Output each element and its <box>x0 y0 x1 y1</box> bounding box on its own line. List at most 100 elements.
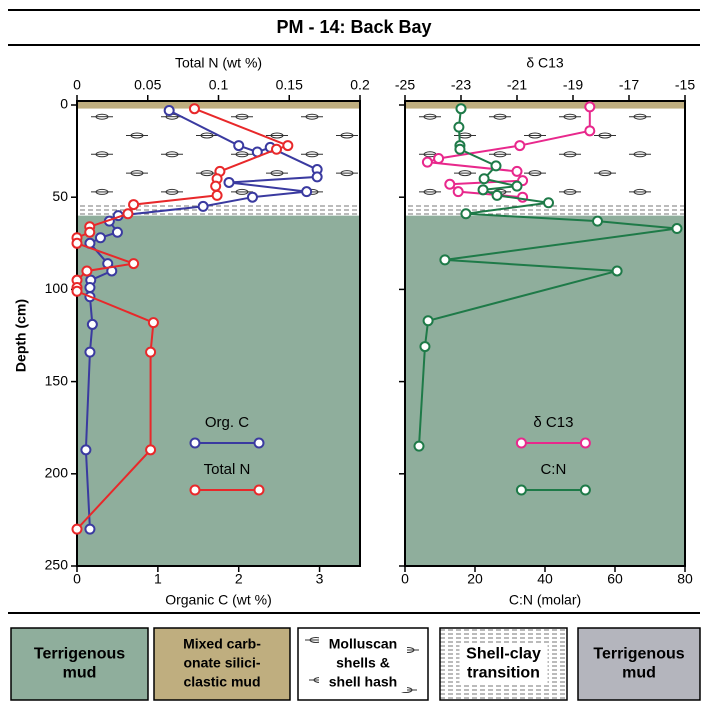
x-tick-label: 40 <box>537 571 553 587</box>
data-point <box>86 318 98 330</box>
data-point <box>210 180 222 192</box>
x-tick-label: 1 <box>154 571 162 587</box>
x-tick-label: 0 <box>401 571 409 587</box>
lithology-label: mud <box>63 665 97 682</box>
data-point <box>491 189 503 201</box>
zone <box>77 101 360 109</box>
data-point <box>71 237 83 249</box>
data-point <box>301 186 313 198</box>
y-tick-label: 200 <box>45 465 69 481</box>
legend-marker <box>189 437 201 449</box>
y-tick-label: 50 <box>52 188 68 204</box>
lithology-label: shells & <box>336 655 390 671</box>
legend-marker <box>579 484 591 496</box>
data-point <box>163 105 175 117</box>
data-point <box>584 125 596 137</box>
data-point <box>478 173 490 185</box>
x-tick-label: 2 <box>235 571 243 587</box>
x2-tick-label: -21 <box>507 77 527 93</box>
data-point <box>433 152 445 164</box>
data-point <box>128 258 140 270</box>
x-tick-label: 20 <box>467 571 483 587</box>
zone <box>405 101 685 109</box>
data-point <box>611 265 623 277</box>
data-point <box>584 101 596 113</box>
label-backing <box>319 674 407 692</box>
x-tick-label: 0 <box>73 571 81 587</box>
data-point <box>511 180 523 192</box>
lithology-label: transition <box>467 665 540 682</box>
x-axis-label: Organic C (wt %) <box>165 592 272 608</box>
label-backing <box>459 664 548 683</box>
zone <box>77 215 360 566</box>
data-point <box>84 282 96 294</box>
data-point <box>444 178 456 190</box>
data-point <box>477 184 489 196</box>
data-point <box>271 143 283 155</box>
x2-tick-label: -23 <box>451 77 471 93</box>
data-point <box>543 197 554 209</box>
data-point <box>439 254 451 266</box>
legend-label: Total N <box>204 461 251 478</box>
x2-tick-label: 0 <box>73 77 81 93</box>
chart-title: PM - 14: Back Bay <box>276 17 431 37</box>
data-point <box>455 103 467 115</box>
data-point <box>233 140 245 152</box>
y-tick-label: 0 <box>60 96 68 112</box>
legend-marker <box>253 437 265 449</box>
legend-marker <box>579 437 591 449</box>
data-point <box>413 440 425 452</box>
x-tick-label: 3 <box>316 571 324 587</box>
data-point <box>514 140 526 152</box>
x2-tick-label: -17 <box>619 77 639 93</box>
lithology-label: Terrigenous <box>593 646 684 663</box>
lithology-label: shell hash <box>329 674 397 690</box>
data-point <box>147 317 159 329</box>
lithology-label: mud <box>622 665 656 682</box>
data-point <box>122 208 134 220</box>
lithology-label: Molluscan <box>329 636 397 652</box>
data-point <box>211 189 223 201</box>
x2-tick-label: 0.1 <box>209 77 229 93</box>
data-point <box>592 215 603 227</box>
data-point <box>94 232 106 244</box>
data-point <box>282 140 294 152</box>
data-point <box>111 226 123 238</box>
legend-label: C:N <box>540 461 566 478</box>
data-point <box>421 156 433 168</box>
data-point <box>84 523 96 535</box>
data-point <box>452 186 464 198</box>
data-point <box>197 200 209 212</box>
data-point <box>81 265 93 277</box>
y-tick-label: 250 <box>45 557 69 573</box>
x-axis-label: C:N (molar) <box>509 592 581 608</box>
legend-label: δ C13 <box>533 414 573 431</box>
lithology-label: Mixed carb- <box>183 636 261 652</box>
lithology-label: onate silici- <box>183 655 260 671</box>
label-backing <box>459 645 548 664</box>
data-point <box>511 165 523 177</box>
x2-tick-label: 0.2 <box>350 77 370 93</box>
lithology-swatch <box>577 627 701 701</box>
data-point <box>311 171 323 183</box>
label-backing <box>319 655 407 673</box>
data-point <box>460 208 472 220</box>
data-point <box>71 523 83 535</box>
label-backing <box>319 636 407 654</box>
x2-axis-label: Total N (wt %) <box>175 55 262 71</box>
lithology-swatch <box>439 627 568 701</box>
x2-tick-label: -19 <box>563 77 583 93</box>
y-tick-label: 100 <box>45 280 69 296</box>
y-axis-label: Depth (cm) <box>13 299 29 372</box>
data-point <box>188 103 200 115</box>
lithology-swatch <box>10 627 149 701</box>
x2-tick-label: -25 <box>395 77 415 93</box>
x2-axis-label: δ C13 <box>526 55 564 71</box>
data-point <box>84 226 96 238</box>
data-point <box>145 444 157 456</box>
data-point <box>453 121 465 133</box>
data-point <box>145 346 157 358</box>
data-point <box>128 199 140 211</box>
zone <box>405 215 685 566</box>
